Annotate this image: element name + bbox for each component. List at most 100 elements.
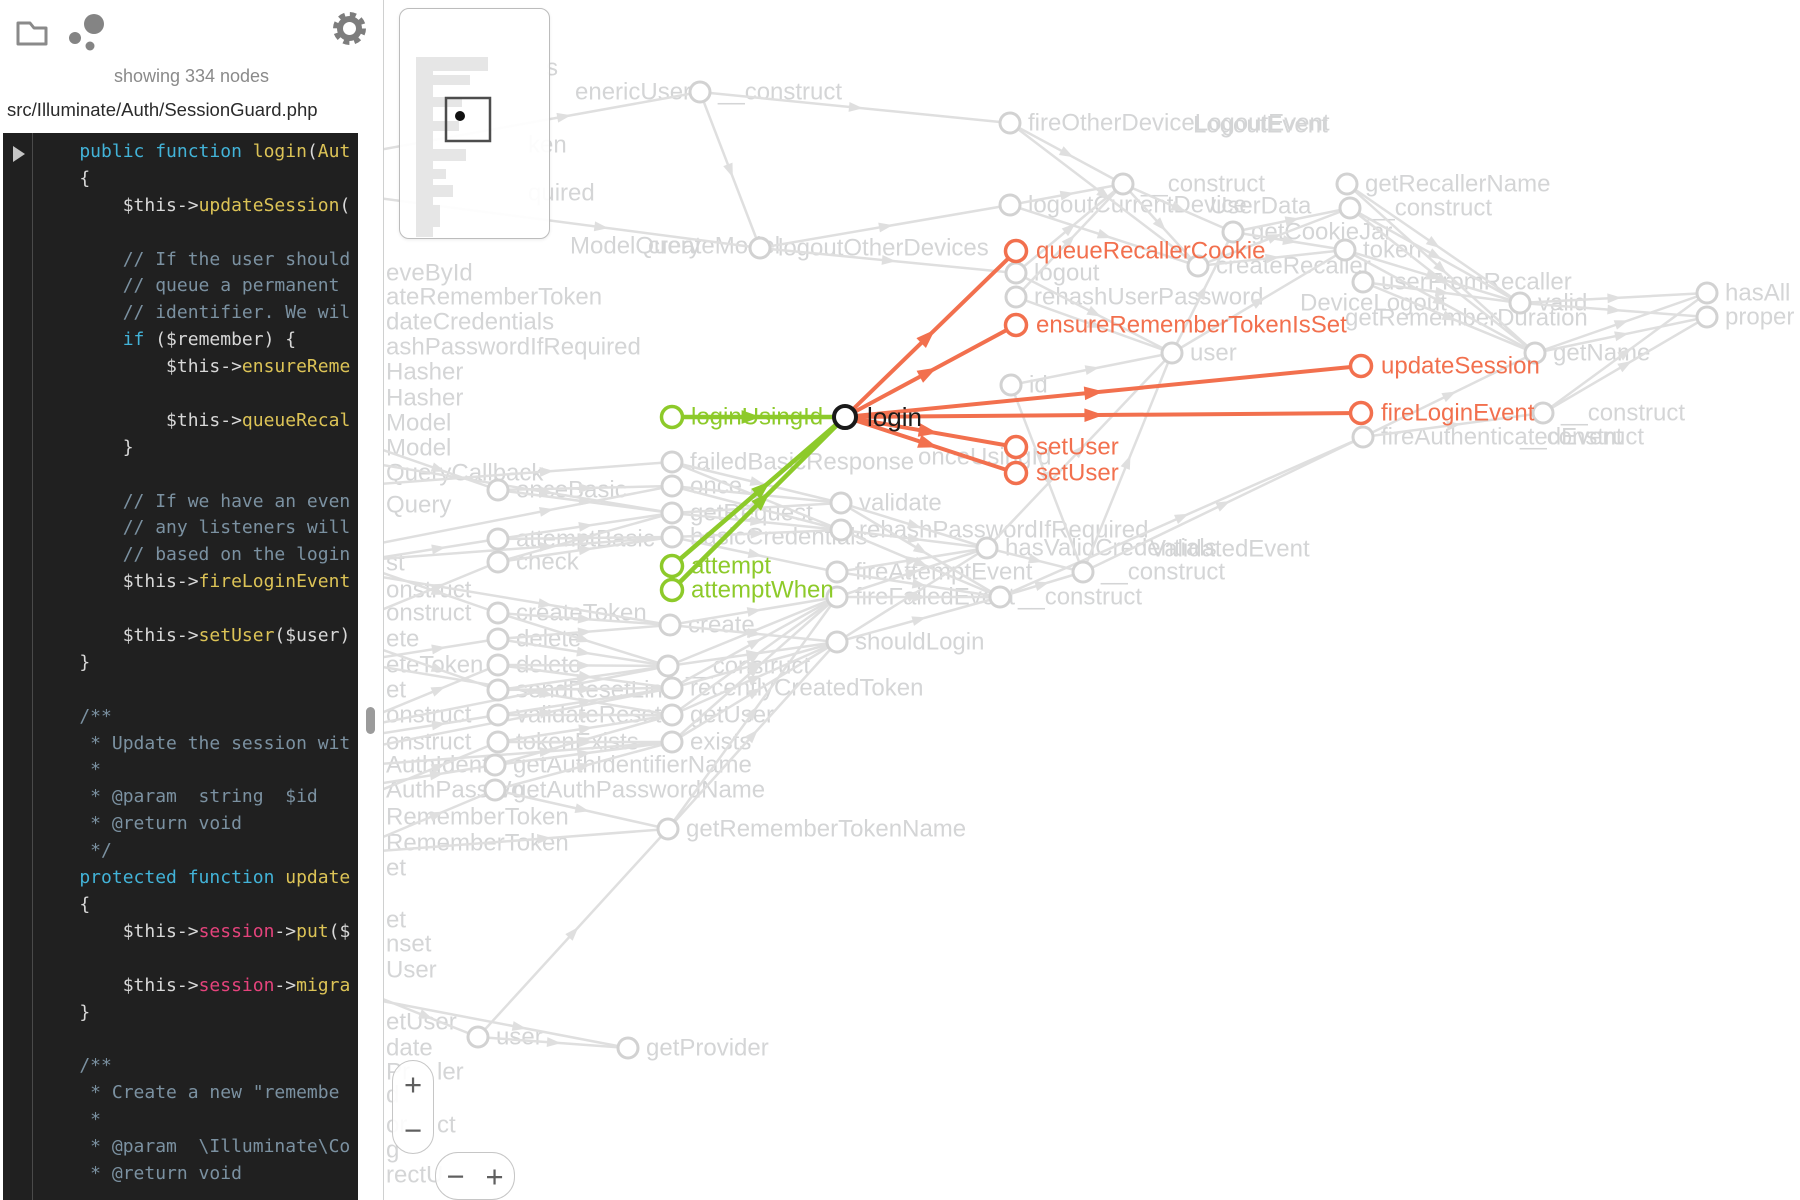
background-node-label[interactable]: __construct bbox=[1560, 400, 1685, 427]
background-node-circle[interactable] bbox=[1351, 270, 1375, 294]
caller-node-circle[interactable] bbox=[659, 404, 685, 430]
caller-node-label[interactable]: attemptWhen bbox=[691, 577, 834, 604]
background-label-fragment[interactable]: Model bbox=[386, 410, 451, 437]
background-node-circle[interactable] bbox=[1004, 261, 1028, 285]
zoom-out-button-horizontal[interactable]: − bbox=[446, 1158, 465, 1194]
background-node-circle[interactable] bbox=[486, 478, 510, 502]
background-label-fragment[interactable]: DeviceLogout bbox=[1300, 290, 1447, 317]
callee-node-label[interactable]: setUser bbox=[1036, 460, 1119, 487]
callee-node-label[interactable]: updateSession bbox=[1381, 353, 1540, 380]
background-node-circle[interactable] bbox=[829, 491, 853, 515]
background-node-circle[interactable] bbox=[486, 703, 510, 727]
background-label-fragment[interactable]: ValidatedEvent bbox=[1150, 536, 1310, 563]
background-node-label[interactable]: __construct bbox=[1367, 195, 1492, 222]
callee-node-label[interactable]: setUser bbox=[1036, 434, 1119, 461]
background-node-label[interactable]: logout bbox=[1034, 260, 1100, 287]
background-node-circle[interactable] bbox=[1333, 238, 1357, 262]
background-node-label[interactable]: user bbox=[1190, 340, 1237, 367]
background-node-label[interactable]: id bbox=[1029, 372, 1048, 399]
background-label-fragment[interactable]: et bbox=[386, 677, 406, 704]
background-label-fragment[interactable]: et bbox=[386, 907, 406, 934]
callee-node-circle[interactable] bbox=[1348, 353, 1374, 379]
background-node-label[interactable]: hasAll bbox=[1725, 280, 1790, 307]
background-node-circle[interactable] bbox=[1071, 560, 1095, 584]
zoom-in-button-horizontal[interactable]: + bbox=[485, 1158, 504, 1194]
background-node-label[interactable]: getRememberTokenName bbox=[686, 816, 966, 843]
callee-node-label[interactable]: fireLoginEvent bbox=[1381, 400, 1535, 427]
background-node-circle[interactable] bbox=[688, 80, 712, 104]
background-node-label[interactable]: shouldLogin bbox=[855, 629, 984, 656]
background-node-circle[interactable] bbox=[1351, 425, 1375, 449]
background-label-fragment[interactable]: RememberToken bbox=[386, 804, 569, 831]
background-label-fragment[interactable]: Model bbox=[386, 435, 451, 462]
background-node-label[interactable]: __construct bbox=[1017, 584, 1142, 611]
background-node-circle[interactable] bbox=[658, 613, 682, 637]
background-node-circle[interactable] bbox=[483, 778, 507, 802]
background-node-circle[interactable] bbox=[1335, 172, 1359, 196]
background-node-circle[interactable] bbox=[660, 450, 684, 474]
background-label-fragment[interactable]: Hasher bbox=[386, 385, 463, 412]
background-label-fragment[interactable]: date bbox=[386, 1035, 433, 1062]
background-node-label[interactable]: __construct bbox=[1140, 171, 1265, 198]
background-node-circle[interactable] bbox=[1160, 341, 1184, 365]
code-scrollbar-thumb[interactable] bbox=[366, 707, 375, 734]
zoom-out-button[interactable]: − bbox=[403, 1112, 423, 1148]
background-node-circle[interactable] bbox=[616, 1036, 640, 1060]
background-node-label[interactable]: __construct bbox=[1100, 559, 1225, 586]
selected-node-label[interactable]: login bbox=[867, 402, 922, 432]
background-node-label[interactable]: proper bbox=[1725, 304, 1794, 331]
background-label-fragment[interactable]: dateCredentials bbox=[386, 309, 554, 336]
caller-node-circle[interactable] bbox=[659, 553, 685, 579]
zoom-in-button[interactable]: + bbox=[403, 1066, 423, 1102]
background-node-label[interactable]: rehashUserPassword bbox=[1034, 284, 1263, 311]
background-label-fragment[interactable]: __construct bbox=[1519, 424, 1644, 451]
background-label-fragment[interactable]: Query bbox=[386, 492, 451, 519]
background-node-label[interactable]: exists bbox=[690, 729, 751, 756]
background-node-circle[interactable] bbox=[829, 518, 853, 542]
background-node-circle[interactable] bbox=[660, 525, 684, 549]
folder-icon[interactable] bbox=[14, 14, 50, 48]
callee-node-circle[interactable] bbox=[1003, 434, 1029, 460]
background-label-fragment[interactable]: nset bbox=[386, 931, 432, 958]
background-node-circle[interactable] bbox=[660, 501, 684, 525]
background-node-circle[interactable] bbox=[1004, 285, 1028, 309]
background-label-fragment[interactable]: ct bbox=[437, 1112, 456, 1139]
background-node-label[interactable]: __construct bbox=[717, 79, 842, 106]
callee-node-label[interactable]: queueRecallerCookie bbox=[1036, 238, 1265, 265]
selected-node-circle[interactable] bbox=[832, 404, 858, 430]
background-node-circle[interactable] bbox=[999, 373, 1023, 397]
callee-node-circle[interactable] bbox=[1348, 400, 1374, 426]
background-node-circle[interactable] bbox=[656, 654, 680, 678]
background-node-circle[interactable] bbox=[1111, 172, 1135, 196]
background-node-label[interactable]: getProvider bbox=[646, 1035, 769, 1062]
callee-node-circle[interactable] bbox=[1003, 238, 1029, 264]
background-label-fragment[interactable]: UserData bbox=[1210, 193, 1312, 220]
background-node-circle[interactable] bbox=[998, 193, 1022, 217]
background-label-fragment[interactable]: getRememberDuration bbox=[1345, 305, 1588, 332]
background-node-circle[interactable] bbox=[486, 527, 510, 551]
background-node-circle[interactable] bbox=[1508, 291, 1532, 315]
background-node-circle[interactable] bbox=[660, 474, 684, 498]
minimap-viewport-rectangle[interactable] bbox=[444, 96, 492, 143]
background-node-circle[interactable] bbox=[975, 536, 999, 560]
background-node-circle[interactable] bbox=[486, 678, 510, 702]
background-node-circle[interactable] bbox=[656, 817, 680, 841]
fold-arrow-icon[interactable] bbox=[13, 146, 25, 162]
background-node-circle[interactable] bbox=[486, 601, 510, 625]
background-label-fragment[interactable]: ete bbox=[386, 626, 419, 653]
background-node-circle[interactable] bbox=[1523, 341, 1547, 365]
background-node-circle[interactable] bbox=[1338, 196, 1362, 220]
background-node-circle[interactable] bbox=[988, 585, 1012, 609]
background-node-label[interactable]: getRecallerName bbox=[1365, 171, 1550, 198]
background-node-label[interactable]: getName bbox=[1553, 340, 1650, 367]
background-node-circle[interactable] bbox=[1186, 254, 1210, 278]
background-node-circle[interactable] bbox=[660, 703, 684, 727]
background-node-circle[interactable] bbox=[825, 630, 849, 654]
background-label-fragment[interactable]: ler bbox=[437, 1059, 464, 1086]
background-label-fragment[interactable]: enericUser bbox=[575, 79, 691, 106]
background-node-label[interactable]: valid bbox=[1538, 290, 1587, 317]
background-node-circle[interactable] bbox=[466, 1025, 490, 1049]
settings-gear-icon[interactable] bbox=[331, 10, 368, 47]
background-node-label[interactable]: fireOtherDeviceLogoutEvent bbox=[1028, 110, 1330, 137]
